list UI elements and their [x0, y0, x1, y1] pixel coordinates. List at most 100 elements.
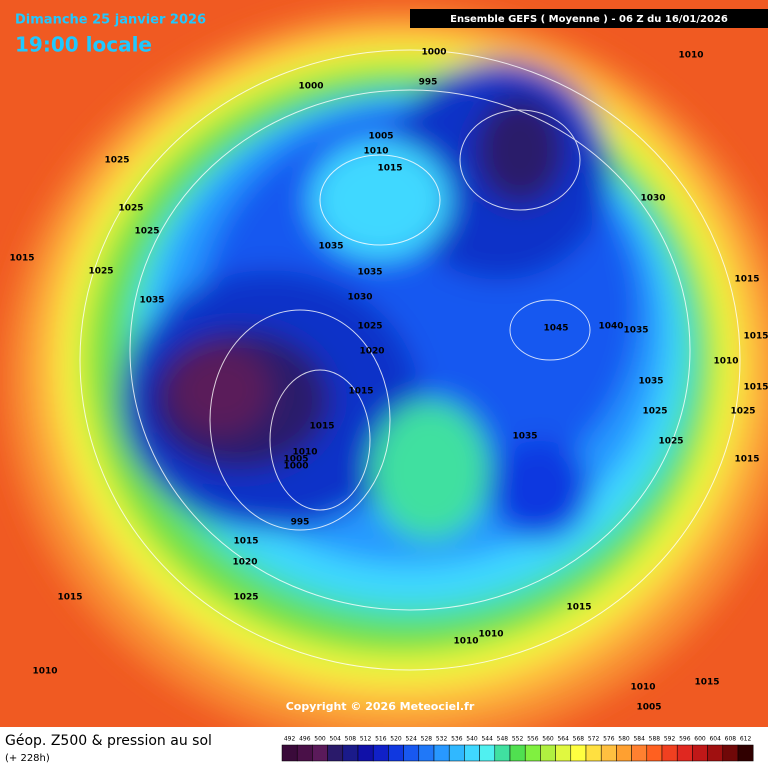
legend-swatch	[448, 744, 465, 762]
legend-swatch	[676, 744, 693, 762]
legend-label: 536	[451, 736, 463, 743]
legend-swatch	[403, 744, 420, 762]
isobar-label: 1025	[104, 156, 129, 166]
legend-swatch	[737, 744, 754, 762]
legend-label: 568	[573, 736, 585, 743]
isobar-label: 1005	[368, 132, 393, 142]
legend-swatch	[296, 744, 313, 762]
valid-time: 19:00 locale	[15, 33, 152, 57]
isobar-label: 1010	[478, 630, 503, 640]
isobar-label: 1025	[658, 437, 683, 447]
legend-swatch	[524, 744, 541, 762]
legend-label: 504	[329, 736, 341, 743]
isobar-label: 1015	[348, 387, 373, 397]
isobar-label: 1035	[357, 268, 382, 278]
legend-label: 572	[588, 736, 600, 743]
isobar-label: 1015	[743, 332, 768, 342]
legend-label: 584	[633, 736, 645, 743]
legend-swatch	[281, 744, 298, 762]
isobar-label: 1005	[283, 455, 308, 465]
legend-swatch	[418, 744, 435, 762]
legend-label: 608	[725, 736, 737, 743]
legend-swatch	[372, 744, 389, 762]
isobar-label: 1035	[638, 377, 663, 387]
legend-swatch	[327, 744, 344, 762]
model-box	[410, 9, 768, 28]
legend-label: 544	[481, 736, 493, 743]
legend-label: 552	[512, 736, 524, 743]
footer-title: Géop. Z500 & pression au sol	[5, 733, 212, 749]
legend-swatch	[570, 744, 587, 762]
legend-label: 612	[740, 736, 752, 743]
legend-label: 564	[557, 736, 569, 743]
legend-label: 548	[497, 736, 509, 743]
legend-label: 580	[618, 736, 630, 743]
legend-swatch	[433, 744, 450, 762]
isobar-label: 1010	[713, 357, 738, 367]
legend-swatch	[555, 744, 572, 762]
legend-label: 576	[603, 736, 615, 743]
isobar-label: 1010	[32, 667, 57, 677]
isobar-label: 1025	[134, 227, 159, 237]
isobar-label: 1015	[57, 593, 82, 603]
isobar-label: 1015	[734, 275, 759, 285]
legend-label: 596	[679, 736, 691, 743]
isobar-label: 1025	[642, 407, 667, 417]
isobar-label: 1005	[636, 703, 661, 713]
isobar-label: 1020	[359, 347, 384, 357]
legend-label: 588	[649, 736, 661, 743]
legend-swatch	[479, 744, 496, 762]
isobar-label: 1020	[232, 558, 257, 568]
isobar-label: 1040	[598, 322, 623, 332]
isobar-label: 1000	[283, 462, 308, 472]
isobar-label: 1010	[453, 637, 478, 647]
isobar-label: 1000	[421, 48, 446, 58]
footer-lead: (+ 228h)	[5, 753, 50, 764]
legend-swatch	[585, 744, 602, 762]
legend-label: 512	[360, 736, 372, 743]
isobar-label: 1045	[543, 324, 568, 334]
legend-swatch	[388, 744, 404, 762]
isobar-label: 1015	[233, 537, 258, 547]
legend-swatch	[616, 744, 632, 762]
valid-date: Dimanche 25 janvier 2026	[15, 13, 206, 28]
isobar-label: 1025	[118, 204, 143, 214]
isobar-label: 1015	[734, 455, 759, 465]
copyright: Copyright © 2026 Meteociel.fr	[286, 700, 475, 713]
isobar-label: 1030	[347, 293, 372, 303]
legend-swatch	[540, 744, 556, 762]
legend-label: 604	[709, 736, 721, 743]
legend-swatch	[509, 744, 526, 762]
isobar-label: 995	[291, 518, 310, 528]
isobar-label: 1010	[363, 147, 388, 157]
legend-label: 516	[375, 736, 387, 743]
legend-swatch	[722, 744, 739, 762]
legend-label: 532	[436, 736, 448, 743]
isobar-label: 1010	[630, 683, 655, 693]
isobar-label: 1025	[357, 322, 382, 332]
isobar-label: 1010	[292, 448, 317, 458]
legend-label: 592	[664, 736, 676, 743]
legend-label: 540	[466, 736, 478, 743]
geopotential-field	[5, 10, 768, 750]
isobar-label: 1030	[640, 194, 665, 204]
legend-swatch	[312, 744, 328, 762]
legend-label: 560	[542, 736, 554, 743]
legend-label: 520	[390, 736, 402, 743]
isobar-label: 1015	[694, 678, 719, 688]
isobar-label: 1025	[730, 407, 755, 417]
legend-swatch	[357, 744, 374, 762]
isobar-label: 1015	[566, 603, 591, 613]
isobar-label: 1025	[88, 267, 113, 277]
legend: 492 496 500 504 508 512 516 520 524 528 532 536 540 5…	[281, 736, 754, 762]
isobar-label: 1035	[318, 242, 343, 252]
legend-swatch	[631, 744, 648, 762]
isobar-label: 1015	[377, 164, 402, 174]
legend-label: 492	[284, 736, 296, 743]
isobar-label: 1035	[623, 326, 648, 336]
isobar-label: 1035	[139, 296, 164, 306]
legend-label: 556	[527, 736, 539, 743]
isobar-label: 1000	[298, 82, 323, 92]
isobar-label: 1025	[233, 593, 258, 603]
